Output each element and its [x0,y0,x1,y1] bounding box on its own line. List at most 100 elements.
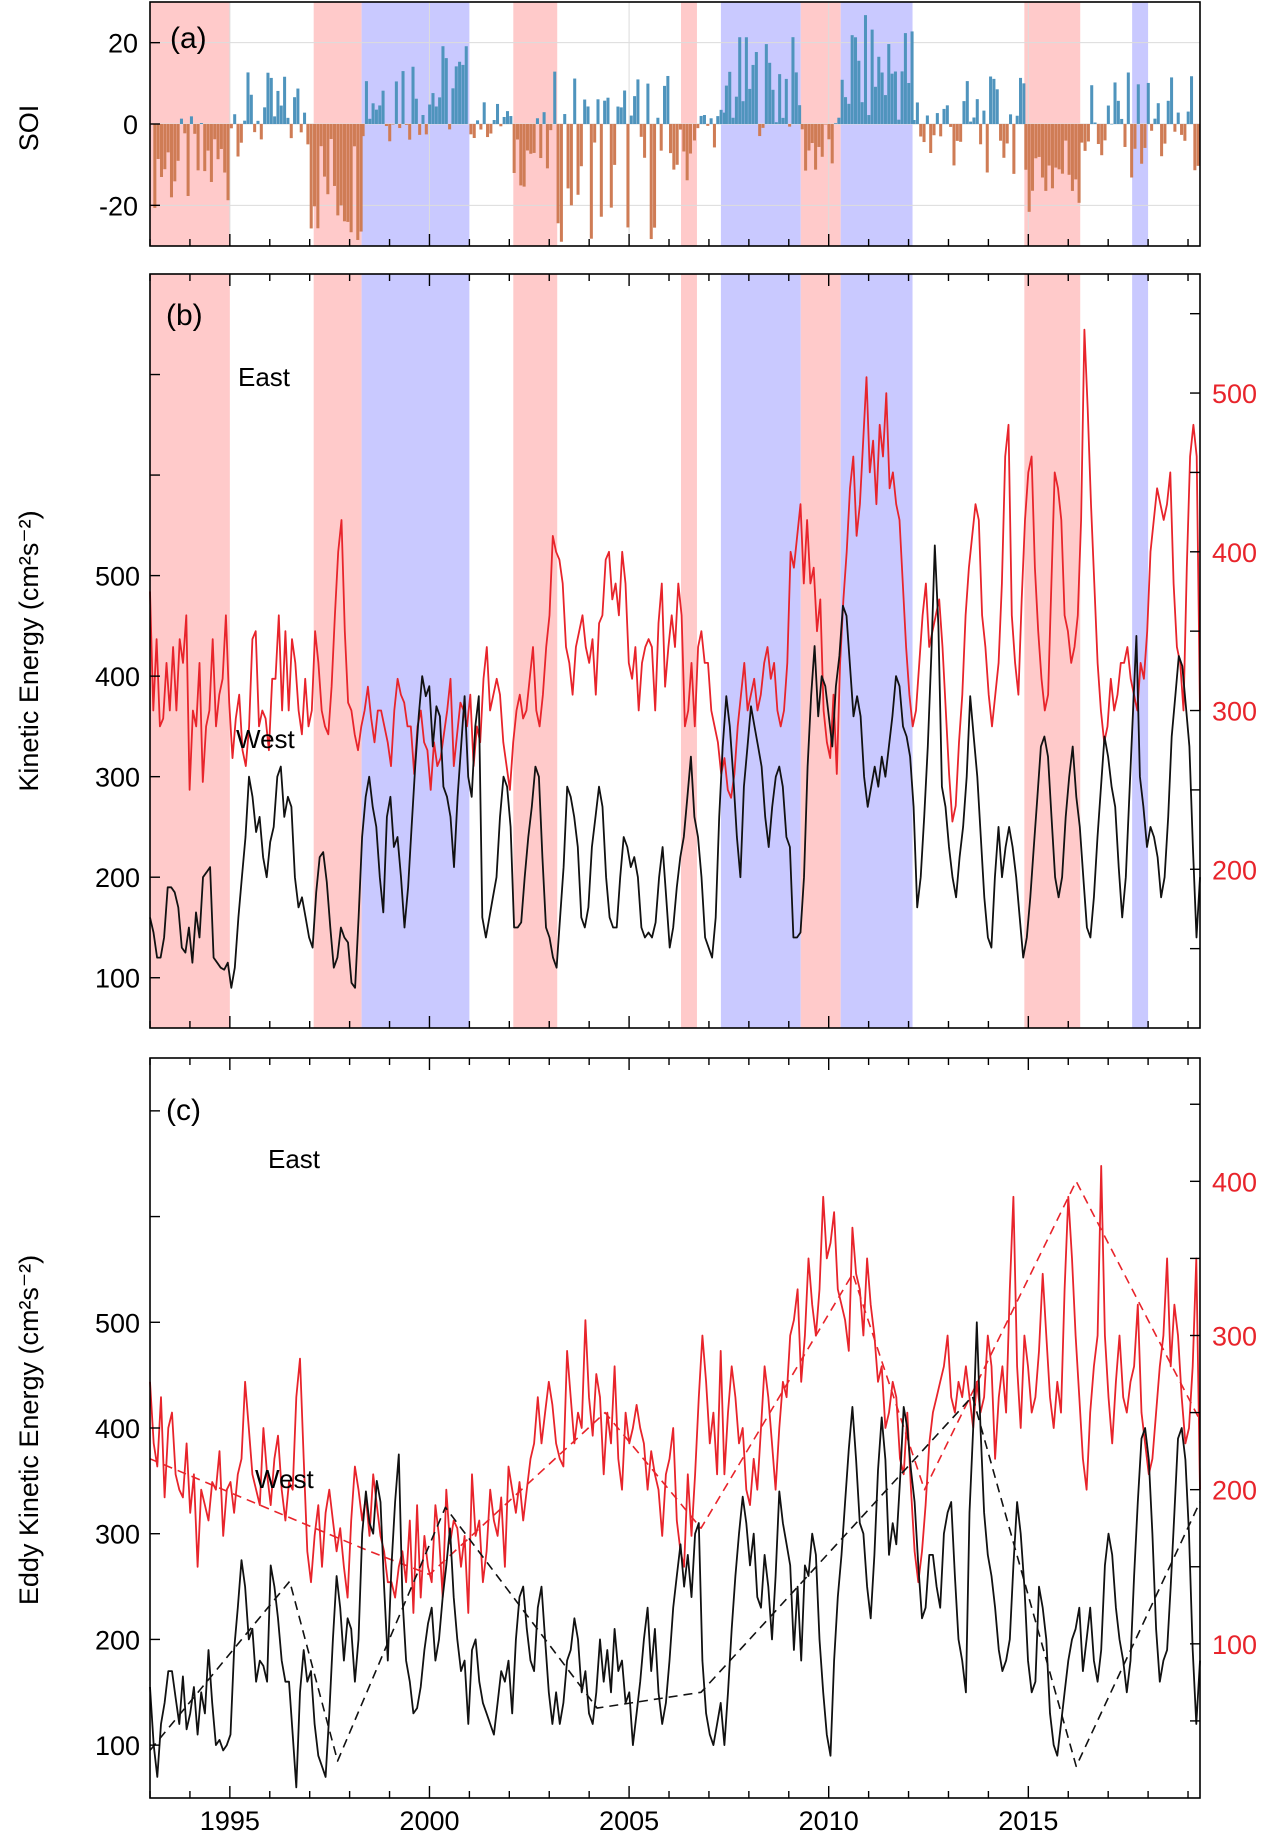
soi-bar [784,78,788,124]
soi-bar [982,110,986,124]
panel-c-right-tick-label: 300 [1212,1322,1257,1352]
soi-bar [266,72,270,124]
soi-bar [273,116,277,124]
soi-bar [1015,115,1019,124]
x-tick-label-2000: 2000 [399,1806,459,1836]
soi-bar [1186,111,1190,124]
soi-bar [751,64,755,124]
soi-bar [975,99,979,124]
soi-bar [992,78,996,124]
panel-c-left-tick-label: 300 [95,1520,140,1550]
panel-b-kinetic-energy: 100 200 300 400 500 200 300 400 500 (b) East Wes… [14,273,1257,1029]
soi-bar [675,124,679,165]
soi-bar [1126,72,1130,124]
soi-bar [186,124,190,196]
soi-bar [259,124,263,140]
soi-bar [346,124,350,222]
soi-bar [748,88,752,124]
panel-c-axes: 100 200 300 400 500 100 200 300 400 [95,1103,1257,1761]
soi-bar [313,124,317,207]
panel-c-west-label: West [255,1464,315,1494]
panel-c-right-tick-label: 200 [1212,1476,1257,1506]
x-tick-label-1995: 1995 [200,1806,260,1836]
soi-bar [424,124,428,135]
panel-c-label: (c) [166,1094,201,1127]
soi-bar [1150,124,1154,131]
soi-bar [206,124,210,151]
soi-bar [203,124,207,172]
panel-b-left-tick-label: 400 [95,662,140,692]
soi-bar [728,71,732,124]
soi-ytick-label: -20 [99,191,138,221]
soi-bar [962,101,966,124]
soi-bar [512,124,516,173]
soi-bar [576,124,580,195]
soi-bar [1054,124,1058,168]
soi-bar [289,124,293,139]
soi-bar [316,124,320,229]
soi-bar [979,124,983,145]
soi-bar [1130,124,1134,178]
soi-bar [1083,124,1087,151]
soi-bar [489,124,493,134]
soi-bar [791,37,795,124]
soi-bar [636,79,640,124]
soi-bar [216,124,220,160]
x-tick-label-2005: 2005 [599,1806,659,1836]
soi-bar [699,115,703,124]
panel-b-right-tick-label: 200 [1212,855,1257,885]
soi-bar [179,118,183,124]
soi-bar [336,124,340,216]
soi-bar [319,124,323,147]
soi-bar [781,117,785,124]
soi-bar [374,109,378,124]
soi-bar [1176,112,1180,124]
soi-bar [1163,124,1167,144]
soi-bar [505,111,510,124]
soi-bar [515,124,519,140]
soi-bar [945,105,949,124]
soi-bar [942,108,946,124]
soi-bar [454,66,458,124]
soi-bar [929,124,933,153]
soi-bar [522,124,526,187]
soi-bar [309,124,313,229]
soi-bar [800,124,804,130]
soi-bar [890,73,894,124]
soi-bar [256,120,260,124]
panel-c-right-tick-label: 100 [1212,1630,1257,1660]
soi-bar [702,115,706,124]
soi-bar [696,124,700,129]
soi-bar [857,60,861,124]
soi-bar [900,71,904,124]
soi-bar [599,124,603,217]
soi-bar [418,124,422,135]
soi-bar [959,124,963,142]
soi-bar [269,77,273,124]
soi-bar [391,124,395,125]
panel-b-frame [149,273,1201,1029]
soi-bar [919,124,923,137]
soi-bar [219,124,223,149]
soi-bar [731,117,735,124]
soi-bar [213,124,217,140]
soi-bar [296,88,300,124]
soi-bar [643,124,647,158]
soi-bar [912,120,916,124]
soi-bar [669,124,673,154]
panel-b-left-tick-label: 500 [95,562,140,592]
soi-bar [553,71,557,124]
soi-bar [1070,124,1074,191]
soi-bar [368,118,372,124]
soi-bar [840,79,844,124]
enso-band-la-nina-5 [720,274,801,1028]
soi-bar [163,124,167,170]
soi-bar [1034,124,1038,159]
soi-bar [939,124,943,137]
panel-b-label: (b) [166,299,203,332]
soi-bar [629,115,633,124]
soi-bar [794,72,798,124]
soi-bar [893,71,897,124]
soi-bar [1160,124,1164,157]
